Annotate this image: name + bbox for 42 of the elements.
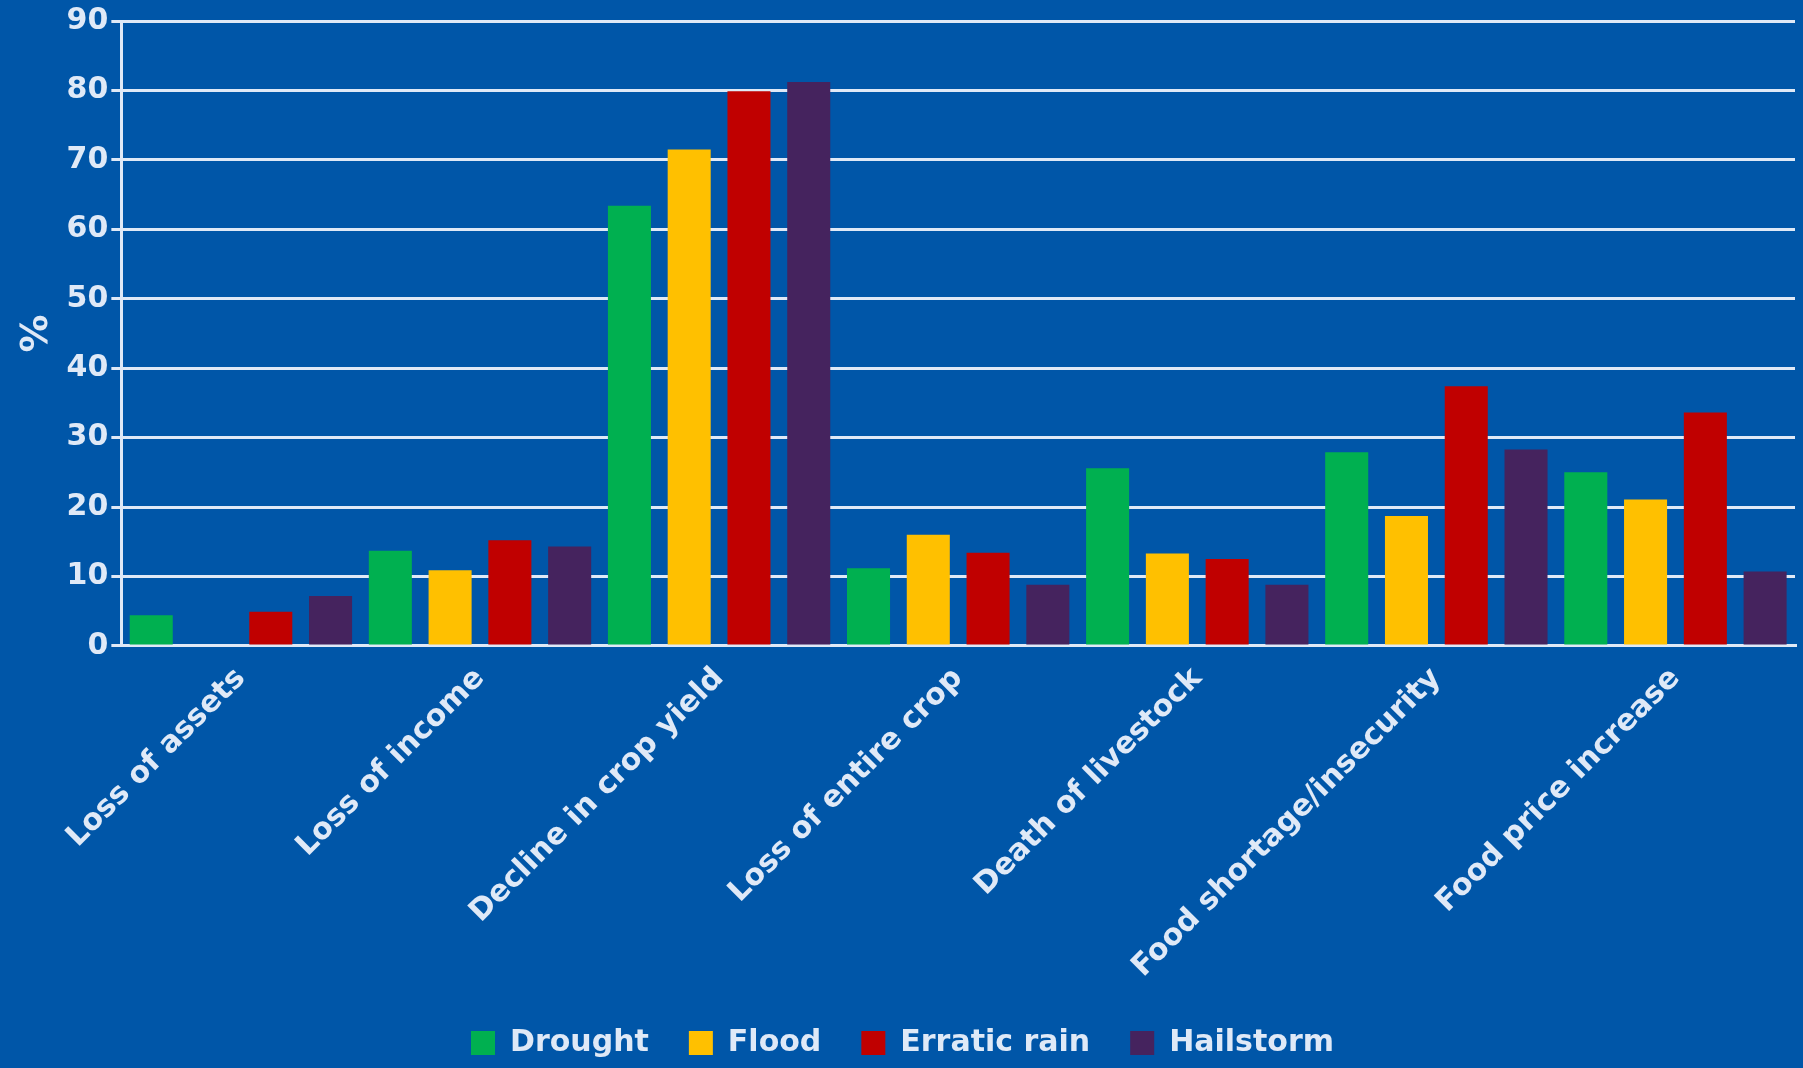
y-tick-label: 20 <box>66 486 109 522</box>
y-tick-label: 80 <box>66 70 109 106</box>
bar <box>428 570 472 645</box>
bar <box>309 595 353 645</box>
bar <box>787 82 831 645</box>
bar <box>1384 516 1428 645</box>
bar <box>906 534 950 645</box>
bar <box>1564 472 1608 645</box>
bar <box>368 550 412 645</box>
bar <box>1325 452 1369 645</box>
bar <box>1086 468 1130 645</box>
y-tick-label: 60 <box>66 209 109 245</box>
bar <box>548 546 592 645</box>
y-tick-label: 90 <box>66 0 109 36</box>
bar <box>1205 559 1249 645</box>
y-tick-label: 0 <box>87 625 109 661</box>
legend-label: Flood <box>727 1022 822 1058</box>
bar <box>1444 386 1488 645</box>
bar <box>966 552 1010 645</box>
bar <box>847 568 891 645</box>
bar <box>249 611 293 645</box>
bar <box>129 615 173 645</box>
legend-label: Drought <box>510 1022 649 1058</box>
y-tick-label: 70 <box>66 139 109 175</box>
bar <box>1145 553 1189 645</box>
y-tick-label: 30 <box>66 417 109 453</box>
bar <box>607 205 651 645</box>
y-tick-label: 10 <box>66 556 109 592</box>
bar <box>1743 571 1787 645</box>
legend-label: Erratic rain <box>900 1022 1091 1058</box>
bar <box>1504 449 1548 645</box>
bar <box>1265 584 1309 645</box>
bar <box>1026 584 1070 645</box>
bar <box>1683 412 1727 645</box>
bar <box>667 149 711 645</box>
y-tick-label: 40 <box>66 347 109 383</box>
y-tick-label: 50 <box>66 278 109 314</box>
legend-label: Hailstorm <box>1169 1022 1334 1058</box>
y-axis-title: % <box>11 314 56 353</box>
bar <box>727 91 771 645</box>
bar <box>1624 499 1668 645</box>
bar <box>488 540 532 645</box>
